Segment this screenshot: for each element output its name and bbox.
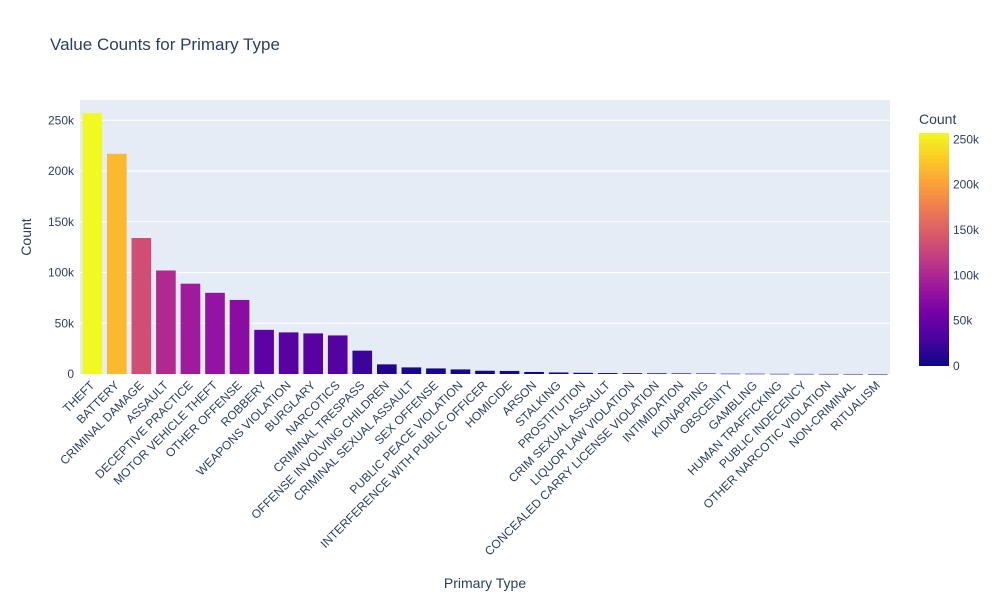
bar[interactable]: [278, 332, 299, 374]
x-axis-label: Primary Type: [444, 575, 526, 591]
bar[interactable]: [131, 238, 152, 374]
bar[interactable]: [229, 299, 250, 374]
y-tick-label: 100k: [48, 266, 75, 280]
bar[interactable]: [622, 373, 643, 374]
colorbar-ticks: 0 50k 100k 150k 200k 250k: [953, 132, 980, 373]
bar[interactable]: [107, 153, 127, 374]
colorbar-tick-label: 200k: [953, 178, 980, 192]
colorbar-tick-label: 250k: [953, 132, 980, 146]
y-tick-label: 0: [67, 367, 74, 381]
bar[interactable]: [327, 335, 348, 374]
bar[interactable]: [377, 364, 397, 374]
bar[interactable]: [352, 350, 373, 374]
bar[interactable]: [745, 373, 765, 375]
chart-title: Value Counts for Primary Type: [50, 35, 280, 54]
y-tick-label: 150k: [48, 215, 75, 229]
bar[interactable]: [303, 333, 323, 374]
y-axis-label: Count: [18, 218, 34, 255]
bar[interactable]: [82, 113, 103, 374]
bars: [82, 113, 888, 375]
bar[interactable]: [818, 373, 839, 375]
bar[interactable]: [499, 370, 520, 374]
plot-area: [80, 100, 890, 374]
y-tick-label: 250k: [48, 113, 75, 127]
bar[interactable]: [524, 371, 544, 374]
bar[interactable]: [180, 283, 201, 374]
bar[interactable]: [475, 370, 495, 374]
bar[interactable]: [573, 372, 593, 374]
bar[interactable]: [867, 373, 888, 375]
bar[interactable]: [720, 373, 741, 375]
bar[interactable]: [843, 373, 863, 375]
bar[interactable]: [205, 292, 225, 374]
bar[interactable]: [769, 373, 790, 375]
bar[interactable]: [254, 329, 274, 374]
bar[interactable]: [450, 369, 471, 374]
bar[interactable]: [597, 373, 618, 374]
bar[interactable]: [794, 373, 814, 375]
colorbar-title: Count: [919, 111, 956, 127]
y-tick-label: 200k: [48, 164, 75, 178]
colorbar-tick-label: 0: [953, 359, 960, 373]
colorbar-gradient: [919, 133, 949, 366]
gridlines: [80, 119, 890, 324]
y-axis-ticks: 0 50k 100k 150k 200k 250k: [48, 113, 75, 381]
colorbar: Count 0 50k 100k 150k 200k 250k: [919, 111, 980, 373]
bar[interactable]: [426, 368, 446, 374]
bar[interactable]: [548, 372, 569, 374]
colorbar-tick-label: 100k: [953, 268, 980, 282]
colorbar-tick-label: 50k: [953, 314, 973, 328]
bar[interactable]: [671, 373, 692, 374]
colorbar-tick-label: 150k: [953, 223, 980, 237]
bar[interactable]: [156, 270, 176, 374]
bar[interactable]: [647, 373, 667, 374]
bar[interactable]: [401, 367, 422, 374]
y-tick-label: 50k: [55, 316, 75, 330]
bar[interactable]: [696, 373, 716, 374]
